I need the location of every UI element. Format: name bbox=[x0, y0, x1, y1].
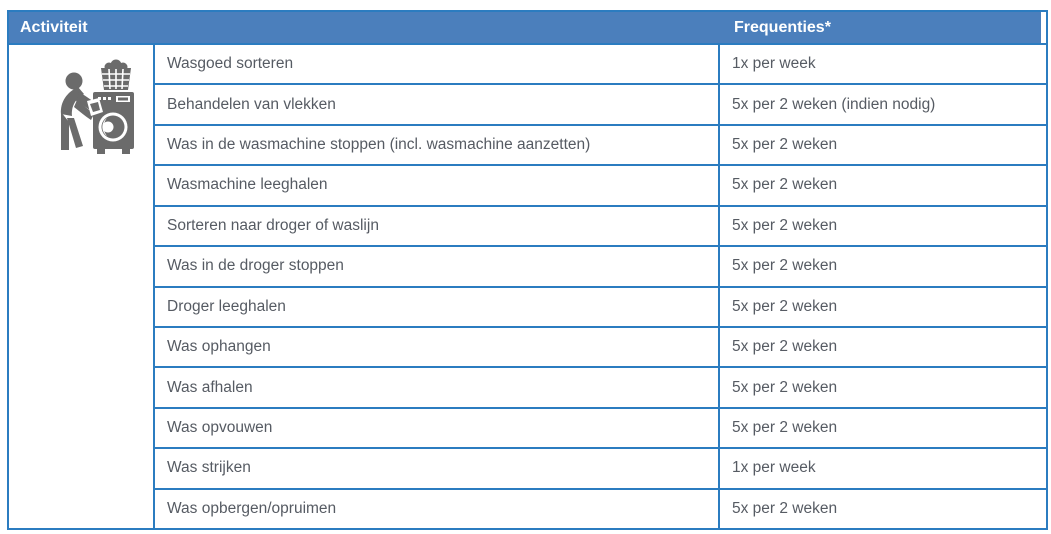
table-row: Behandelen van vlekken 5x per 2 weken (i… bbox=[155, 85, 1046, 126]
frequency-cell: 5x per 2 weken (indien nodig) bbox=[732, 95, 936, 113]
frequency-cell: 5x per 2 weken bbox=[732, 499, 838, 517]
frequency-cell: 5x per 2 weken bbox=[732, 136, 838, 154]
table-row: Wasgoed sorteren 1x per week bbox=[155, 45, 1046, 86]
table-row: Sorteren naar droger of waslijn 5x per 2… bbox=[155, 206, 1046, 248]
frequency-cell: 5x per 2 weken bbox=[732, 216, 838, 234]
laundry-icon-cell bbox=[9, 45, 155, 528]
frequency-cell: 1x per week bbox=[732, 55, 816, 73]
activity-cell: Wasmachine leeghalen bbox=[155, 166, 720, 205]
table-header-fill: Activiteit Frequenties* bbox=[9, 12, 1041, 43]
activity-cell: Was opvouwen bbox=[155, 408, 720, 448]
table-row: Was ophangen 5x per 2 weken bbox=[155, 327, 1046, 369]
frequency-cell: 5x per 2 weken bbox=[732, 257, 838, 275]
activity-cell: Was ophangen bbox=[155, 327, 720, 367]
activity-cell: Sorteren naar droger of waslijn bbox=[155, 206, 720, 246]
activity-cell: Behandelen van vlekken bbox=[155, 85, 720, 124]
frequency-cell: 5x per 2 weken bbox=[732, 378, 838, 396]
activity-cell: Droger leeghalen bbox=[155, 287, 720, 326]
activity-cell: Was in de droger stoppen bbox=[155, 247, 720, 286]
table-row: Droger leeghalen 5x per 2 weken bbox=[155, 287, 1046, 328]
frequency-cell: 5x per 2 weken bbox=[732, 297, 838, 315]
column-header-activiteit: Activiteit bbox=[20, 18, 88, 36]
table-row: Wasmachine leeghalen 5x per 2 weken bbox=[155, 166, 1046, 207]
frequency-cell: 5x per 2 weken bbox=[732, 338, 838, 356]
table-row: Was afhalen 5x per 2 weken bbox=[155, 368, 1046, 409]
person-loading-washing-machine-with-laundry-basket-icon bbox=[60, 59, 134, 154]
activity-cell: Was in de wasmachine stoppen (incl. wasm… bbox=[155, 125, 720, 165]
activity-cell: Was afhalen bbox=[155, 368, 720, 407]
table-rows: Wasgoed sorteren 1x per week Behandelen … bbox=[155, 45, 1046, 529]
activity-cell: Was opbergen/opruimen bbox=[155, 489, 720, 529]
table-row: Was opbergen/opruimen 5x per 2 weken bbox=[155, 489, 1046, 529]
table-body: Wasgoed sorteren 1x per week Behandelen … bbox=[9, 45, 1046, 529]
activity-cell: Was strijken bbox=[155, 449, 720, 488]
table-row: Was opvouwen 5x per 2 weken bbox=[155, 408, 1046, 450]
table-row: Was strijken 1x per week bbox=[155, 449, 1046, 490]
column-header-frequenties: Frequenties* bbox=[734, 18, 831, 36]
laundry-activities-table: Activiteit Frequenties* bbox=[7, 10, 1048, 530]
table-header-row: Activiteit Frequenties* bbox=[9, 12, 1046, 45]
table-row: Was in de wasmachine stoppen (incl. wasm… bbox=[155, 125, 1046, 167]
frequency-cell: 5x per 2 weken bbox=[732, 176, 838, 194]
table-row: Was in de droger stoppen 5x per 2 weken bbox=[155, 247, 1046, 288]
frequency-cell: 1x per week bbox=[732, 459, 816, 477]
activity-cell: Wasgoed sorteren bbox=[155, 45, 720, 84]
frequency-cell: 5x per 2 weken bbox=[732, 419, 838, 436]
